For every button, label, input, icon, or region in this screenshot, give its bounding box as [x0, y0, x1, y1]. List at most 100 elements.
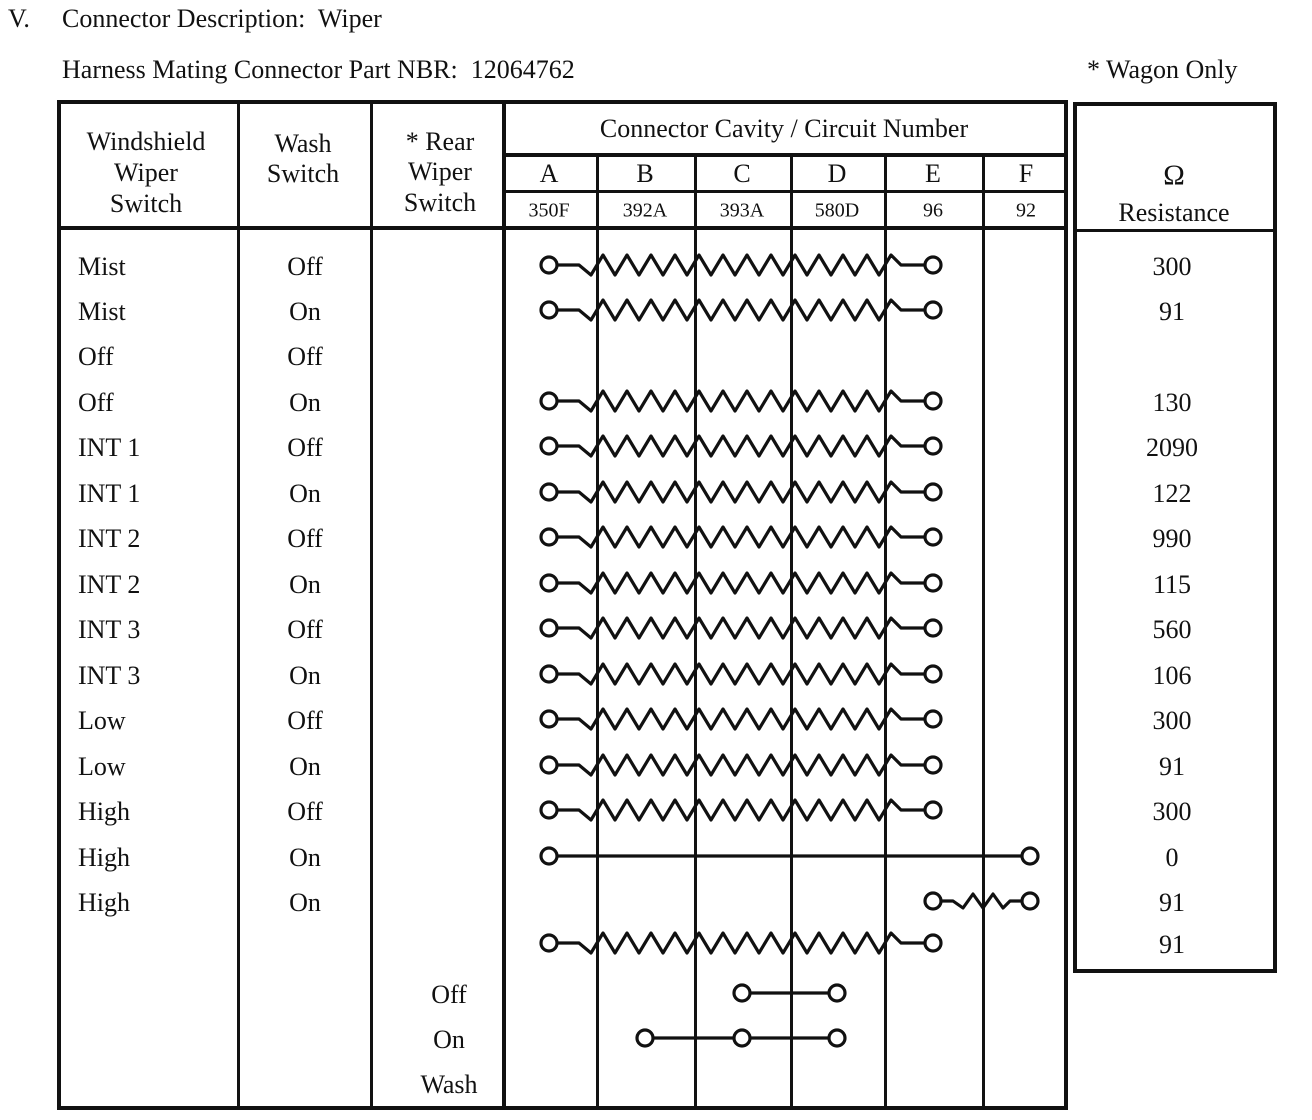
resistance-value: 300: [1152, 706, 1192, 735]
col-header-rear-wiper: Wiper: [408, 157, 472, 186]
circuit-number: 393A: [719, 199, 765, 222]
terminal-circle: [923, 664, 943, 684]
terminal-circle: [539, 300, 559, 320]
terminal-circle: [539, 436, 559, 456]
resistance-value: 560: [1152, 615, 1192, 644]
circuit-row-8: [539, 616, 943, 640]
cavity-letter: C: [733, 159, 751, 188]
table-grid-line: [57, 1106, 1068, 1110]
resistor-symbol: [547, 662, 935, 686]
terminal-circle: [539, 482, 559, 502]
wiper-position-label: INT 3: [78, 615, 141, 644]
wiper-position-label: INT 1: [78, 433, 141, 462]
table-grid-line: [370, 100, 373, 1110]
rear-state-label: On: [433, 1025, 465, 1054]
resistance-value: 122: [1152, 479, 1192, 508]
resistance-value: 115: [1152, 570, 1192, 599]
wiper-position-label: Low: [78, 706, 126, 735]
resistance-value: 300: [1152, 797, 1192, 826]
wash-state-label: On: [289, 388, 321, 417]
wash-state-label: Off: [287, 342, 323, 371]
col-header-wash-switch: Wash: [274, 129, 332, 158]
terminal-circle: [539, 800, 559, 820]
terminal-circle: [1020, 891, 1040, 911]
col-header-cavity-banner: Connector Cavity / Circuit Number: [599, 114, 969, 143]
circuit-row-11: [539, 753, 943, 777]
terminal-circle: [923, 709, 943, 729]
table-grid-line: [502, 190, 1064, 193]
wiper-position-label: Off: [78, 388, 114, 417]
terminal-circle: [539, 255, 559, 275]
cavity-letter: F: [1018, 159, 1034, 188]
terminal-circle: [827, 1028, 847, 1048]
terminal-circle: [923, 618, 943, 638]
resistance-value: 91: [1159, 752, 1185, 781]
wash-state-label: On: [289, 661, 321, 690]
wash-state-label: Off: [287, 524, 323, 553]
circuit-row-9: [539, 662, 943, 686]
circuit-number: 580D: [814, 199, 860, 222]
harness-part-number: Harness Mating Connector Part NBR: 12064…: [62, 55, 575, 84]
wash-state-label: On: [289, 888, 321, 917]
resistance-value: 990: [1152, 524, 1192, 553]
rear-state-label: Wash: [420, 1070, 478, 1099]
resistance-header-divider: [1073, 229, 1277, 232]
resistance-value: 91: [1159, 888, 1185, 917]
terminal-circle: [539, 391, 559, 411]
table-grid-line: [57, 100, 61, 1110]
resistor-symbol: [547, 480, 935, 504]
terminal-circle: [539, 573, 559, 593]
resistance-value: 0: [1165, 843, 1179, 872]
wash-state-label: Off: [287, 252, 323, 281]
resistance-value: 91: [1159, 297, 1185, 326]
circuit-row-15: [539, 931, 943, 955]
table-grid-line: [596, 155, 599, 1110]
circuit-number: 92: [1016, 199, 1036, 222]
terminal-circle: [635, 1028, 655, 1048]
table-grid-line: [694, 155, 697, 1110]
circuit-row-0: [539, 253, 943, 277]
terminal-circle: [539, 709, 559, 729]
wash-state-label: On: [289, 752, 321, 781]
terminal-circle: [923, 527, 943, 547]
wash-state-label: Off: [287, 615, 323, 644]
resistor-symbol: [547, 931, 935, 955]
wiper-position-label: Low: [78, 752, 126, 781]
resistance-value: 300: [1152, 252, 1192, 281]
resistor-symbol: [547, 389, 935, 413]
terminal-circle: [539, 527, 559, 547]
terminal-circle: [923, 755, 943, 775]
cavity-letter: B: [636, 159, 654, 188]
table-grid-line: [57, 226, 1064, 230]
terminal-circle: [732, 983, 752, 1003]
table-grid-line: [502, 153, 1064, 157]
terminal-circle: [923, 255, 943, 275]
terminal-circle: [923, 391, 943, 411]
wiper-position-label: INT 3: [78, 661, 141, 690]
resistance-value: 2090: [1146, 433, 1198, 462]
resistor-symbol: [547, 707, 935, 731]
wash-state-label: Off: [287, 706, 323, 735]
wiper-position-label: Mist: [78, 297, 126, 326]
wagon-only-note: * Wagon Only: [1087, 55, 1238, 84]
table-grid-line: [982, 155, 985, 1110]
terminal-circle: [923, 436, 943, 456]
resistor-symbol: [547, 753, 935, 777]
wash-state-label: On: [289, 297, 321, 326]
resistance-value: 91: [1159, 930, 1185, 959]
cavity-letter: D: [827, 159, 847, 188]
terminal-circle: [923, 482, 943, 502]
wash-state-label: On: [289, 479, 321, 508]
wash-state-label: Off: [287, 433, 323, 462]
wiper-position-label: INT 2: [78, 570, 141, 599]
table-grid-line: [57, 100, 1068, 104]
table-grid-line: [1064, 100, 1068, 1110]
wiper-position-label: INT 2: [78, 524, 141, 553]
cavity-letter: A: [539, 159, 559, 188]
wash-state-label: On: [289, 570, 321, 599]
circuit-row-12: [539, 798, 943, 822]
rear-state-label: Off: [431, 980, 467, 1009]
resistor-symbol: [547, 616, 935, 640]
